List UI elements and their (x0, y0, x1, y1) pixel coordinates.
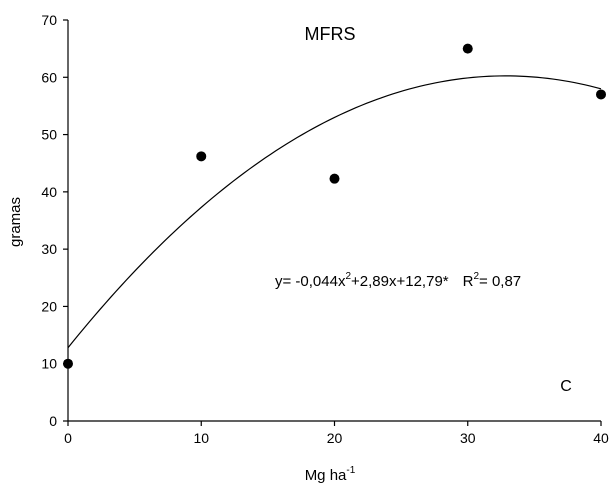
y-tick-label: 40 (41, 184, 57, 200)
x-axis-label: Mg ha-1 (305, 465, 356, 484)
y-tick-label: 50 (41, 127, 57, 143)
y-tick-label: 70 (41, 12, 57, 28)
data-point (462, 43, 473, 54)
x-tick-label: 0 (64, 430, 72, 446)
y-tick-label: 0 (49, 413, 57, 429)
r2-value: = 0,87 (479, 273, 521, 290)
data-point (63, 358, 73, 369)
data-point (596, 89, 606, 100)
y-tick-label: 30 (41, 241, 57, 257)
x-ticks: 0 10 20 30 40 (64, 421, 609, 446)
r2-sup: 2 (473, 271, 479, 282)
data-point (196, 151, 207, 162)
fit-equation: y= -0,044x2+2,89x+12,79* R2= 0,87 (275, 271, 521, 290)
data-point (329, 173, 340, 184)
y-tick-label: 20 (41, 298, 57, 314)
r2-label: R (463, 273, 474, 290)
fit-curve (67, 75, 602, 349)
y-axis-label: gramas (7, 197, 24, 247)
x-tick-label: 20 (327, 430, 343, 446)
x-tick-label: 10 (193, 430, 209, 446)
x-axis-label-sup: -1 (346, 465, 355, 476)
y-tick-label: 10 (41, 356, 57, 372)
data-points (63, 43, 606, 369)
panel-label: C (560, 378, 572, 395)
eq-sup-1: 2 (345, 271, 351, 282)
x-tick-label: 40 (593, 430, 609, 446)
x-axis-label-text: Mg ha (305, 467, 347, 484)
eq-part-2: +2,89x+12,79* (351, 273, 449, 290)
x-tick-label: 30 (460, 430, 476, 446)
plot-area: 0 10 20 30 40 50 60 70 0 10 20 30 40 (41, 12, 609, 446)
y-tick-label: 60 (41, 69, 57, 85)
y-ticks: 0 10 20 30 40 50 60 70 (41, 12, 68, 429)
chart-title: MFRS (305, 24, 356, 44)
eq-part-1: y= -0,044x (275, 273, 346, 290)
